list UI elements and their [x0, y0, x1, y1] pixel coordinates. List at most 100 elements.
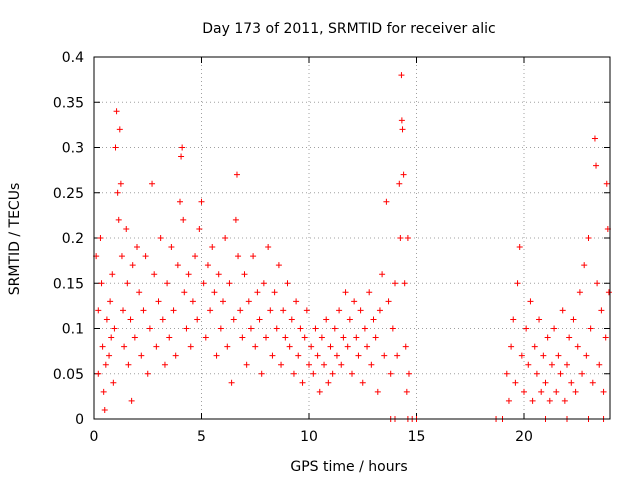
data-point: [314, 352, 321, 359]
data-point: [228, 379, 235, 386]
data-point: [192, 253, 199, 260]
data-point: [168, 244, 175, 251]
data-point: [95, 370, 102, 377]
y-axis-label: SRMTID / TECUs: [7, 183, 23, 296]
data-point: [336, 307, 343, 314]
data-point: [527, 298, 534, 305]
data-point: [368, 361, 375, 368]
data-point: [579, 370, 586, 377]
data-point: [120, 307, 127, 314]
y-tick-label: 0.05: [53, 367, 84, 383]
data-point: [403, 388, 410, 395]
data-point: [342, 289, 349, 296]
data-point: [602, 334, 609, 341]
data-point: [351, 298, 358, 305]
data-point: [383, 198, 390, 205]
data-point: [138, 352, 145, 359]
data-point: [372, 334, 379, 341]
data-point: [589, 379, 596, 386]
data-point: [151, 271, 158, 278]
grid: [94, 57, 610, 419]
data-point: [585, 235, 592, 241]
data-point: [202, 334, 209, 341]
data-point: [164, 280, 171, 287]
data-point: [514, 280, 521, 287]
data-point: [230, 316, 237, 323]
data-point: [331, 325, 338, 332]
data-point: [110, 379, 117, 386]
data-point: [587, 325, 594, 332]
data-point: [263, 334, 269, 341]
data-point: [564, 361, 570, 368]
data-point: [179, 144, 186, 151]
data-point: [559, 307, 566, 314]
data-point: [124, 280, 131, 287]
data-point: [174, 262, 181, 269]
data-point: [581, 262, 588, 269]
data-point: [525, 361, 532, 368]
data-point: [303, 307, 310, 314]
data-point: [568, 379, 575, 386]
data-point: [398, 117, 405, 124]
data-point: [121, 343, 128, 350]
data-point: [258, 370, 265, 377]
data-point: [553, 388, 560, 395]
data-point: [605, 289, 612, 296]
data-point: [321, 361, 328, 368]
data-point: [392, 280, 398, 287]
data-point: [103, 316, 110, 323]
data-point: [404, 235, 411, 241]
data-point: [217, 325, 224, 332]
data-point: [109, 271, 116, 278]
data-point: [177, 198, 183, 205]
data-point: [232, 216, 239, 223]
data-point: [572, 388, 579, 395]
data-point: [399, 126, 406, 133]
data-point: [603, 180, 610, 187]
data-point: [503, 370, 510, 377]
data-point: [112, 144, 119, 151]
data-point: [127, 316, 134, 323]
data-point: [340, 334, 347, 341]
data-point: [536, 316, 543, 323]
data-point: [344, 343, 351, 350]
data-point: [159, 316, 166, 323]
data-point: [131, 334, 138, 341]
data-point: [102, 361, 109, 368]
y-tick-label: 0.1: [62, 322, 84, 338]
data-point: [142, 253, 149, 260]
data-point: [310, 370, 317, 377]
data-point: [402, 343, 409, 350]
data-point: [598, 307, 605, 314]
data-point: [260, 280, 267, 287]
data-point: [561, 397, 568, 404]
data-point: [204, 262, 211, 269]
data-point: [357, 307, 364, 314]
data-point: [114, 189, 121, 196]
data-point: [269, 352, 276, 359]
data-point: [301, 334, 308, 341]
data-point: [349, 370, 355, 377]
data-point: [299, 379, 306, 386]
data-point: [379, 271, 386, 278]
data-point: [516, 244, 523, 251]
data-point: [172, 352, 179, 359]
data-point: [540, 352, 547, 359]
data-point: [327, 343, 334, 350]
data-point: [155, 298, 162, 305]
data-point: [207, 307, 214, 314]
data-point: [278, 361, 285, 368]
data-point: [531, 343, 538, 350]
data-point: [600, 388, 607, 395]
data-point: [153, 343, 160, 350]
data-point: [364, 343, 371, 350]
data-point: [574, 343, 581, 350]
data-point: [323, 316, 330, 323]
data-point: [381, 352, 388, 359]
data-point: [101, 406, 108, 413]
y-tick-label: 0.2: [62, 231, 84, 247]
data-point: [570, 316, 577, 323]
data-point: [97, 235, 104, 241]
ticks: [93, 56, 610, 420]
data-point: [115, 216, 122, 223]
